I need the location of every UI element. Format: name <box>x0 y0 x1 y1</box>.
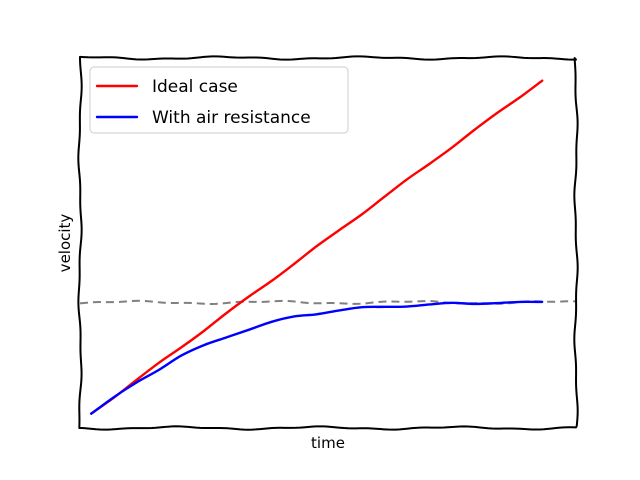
legend-box <box>89 66 349 134</box>
series-line-with-air-resistance <box>90 300 544 415</box>
legend-label-ideal-case: Ideal case <box>152 77 238 97</box>
plot-frame <box>77 55 579 431</box>
y-axis-label: velocity <box>56 214 74 273</box>
plot-area <box>80 79 576 415</box>
legend: Ideal case With air resistance <box>89 66 349 134</box>
legend-label-with-air-resistance: With air resistance <box>152 108 311 128</box>
reference-line <box>80 299 576 306</box>
x-axis-label: time <box>311 434 345 452</box>
series-line-ideal-case <box>90 79 544 415</box>
